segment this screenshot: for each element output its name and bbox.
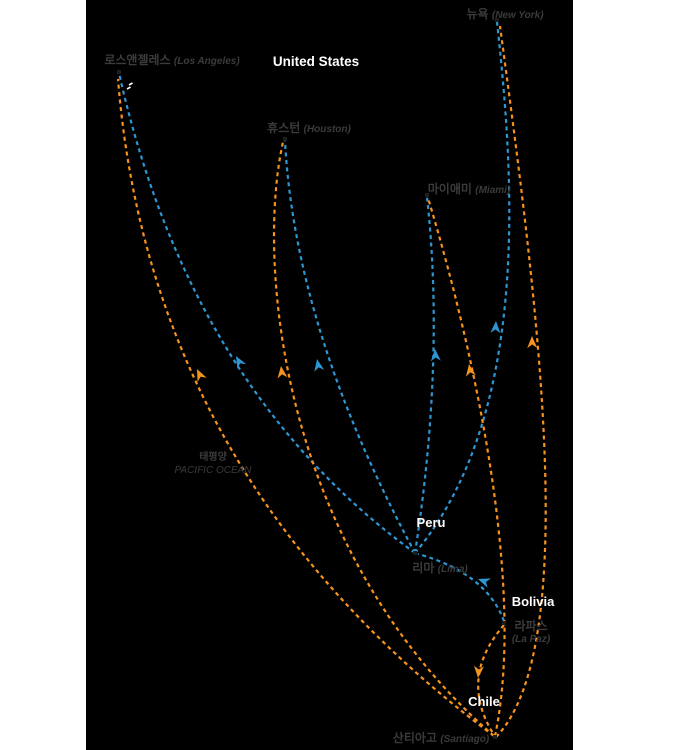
city-label-lima: 리마 (Lima)	[412, 559, 467, 576]
city-node-houston	[283, 137, 287, 141]
city-en: (Houston)	[303, 124, 351, 135]
route-path-la-paz-santiago	[477, 624, 505, 736]
city-ko: 산티아고	[392, 731, 437, 745]
country-label-peru: Peru	[416, 515, 446, 530]
city-node-miami	[425, 193, 429, 197]
city-node-santiago	[493, 735, 497, 739]
city-label-santiago: 산티아고 (Santiago)	[393, 729, 489, 746]
city-label-la-paz: 라파스 (La Paz)	[512, 620, 550, 646]
route-arrow-lima-houston	[314, 359, 325, 372]
city-ko: 뉴욕	[466, 7, 489, 21]
country-label-united-states: United States	[272, 54, 360, 69]
city-label-miami: 마이애미 (Miami)	[428, 180, 511, 197]
city-label-houston: 휴스턴 (Houston)	[267, 119, 351, 136]
city-en: (Santiago)	[440, 734, 490, 745]
route-arrow-lima-new-york	[490, 321, 501, 334]
country-label-chile: Chile	[468, 694, 500, 709]
route-path-lima-new-york	[414, 21, 511, 554]
ocean-label-pacific: 태평양 PACIFIC OCEAN	[174, 451, 251, 477]
city-ko: 리마	[412, 561, 435, 575]
city-en: (Lima)	[437, 564, 468, 575]
route-arrow-lima-los-angeles	[236, 356, 247, 369]
city-ko: 마이애미	[427, 182, 472, 196]
route-arrow-santiago-los-angeles	[197, 369, 207, 382]
route-path-santiago-los-angeles	[116, 78, 495, 737]
city-ko: 로스앤젤레스	[104, 53, 171, 67]
route-path-la-paz-lima	[417, 552, 506, 622]
route-path-lima-miami	[413, 196, 435, 554]
route-arrow-santiago-new-york	[527, 336, 538, 349]
route-path-lima-los-angeles	[117, 72, 416, 554]
city-node-lima	[413, 551, 417, 555]
route-arrow-santiago-houston	[277, 366, 288, 379]
city-en: (Los Angeles)	[173, 56, 240, 67]
route-arrow-santiago-miami	[465, 364, 476, 377]
city-en: (New York)	[491, 10, 544, 21]
route-path-santiago-new-york	[495, 25, 547, 738]
city-node-los-angeles	[117, 70, 121, 74]
city-label-los-angeles: 로스앤젤레스 (Los Angeles)	[104, 51, 239, 68]
route-path-santiago-miami	[426, 197, 506, 737]
ocean-en: PACIFIC OCEAN	[174, 465, 252, 476]
route-arrows-layer	[197, 321, 538, 678]
city-ko: 휴스턴	[267, 121, 301, 135]
city-en: (La Paz)	[511, 634, 551, 645]
sparkle-mark	[126, 82, 133, 90]
route-arrow-la-paz-santiago	[474, 665, 485, 678]
sparkle-mark-glyph	[126, 82, 133, 90]
city-nodes-layer	[117, 18, 506, 739]
route-path-lima-houston	[283, 140, 416, 554]
city-node-new-york	[495, 18, 499, 22]
city-en: (Miami)	[475, 185, 511, 196]
country-label-bolivia: Bolivia	[511, 594, 555, 609]
route-arrow-la-paz-lima	[478, 578, 491, 588]
map-black-panel	[86, 0, 573, 750]
routes-layer	[116, 21, 547, 738]
city-label-new-york: 뉴욕 (New York)	[466, 5, 543, 22]
route-arrow-lima-miami	[430, 349, 441, 362]
route-path-santiago-houston	[272, 141, 495, 737]
city-node-la-paz	[502, 621, 506, 625]
city-ko: 라파스	[514, 619, 548, 633]
ocean-ko: 태평양	[199, 452, 227, 463]
